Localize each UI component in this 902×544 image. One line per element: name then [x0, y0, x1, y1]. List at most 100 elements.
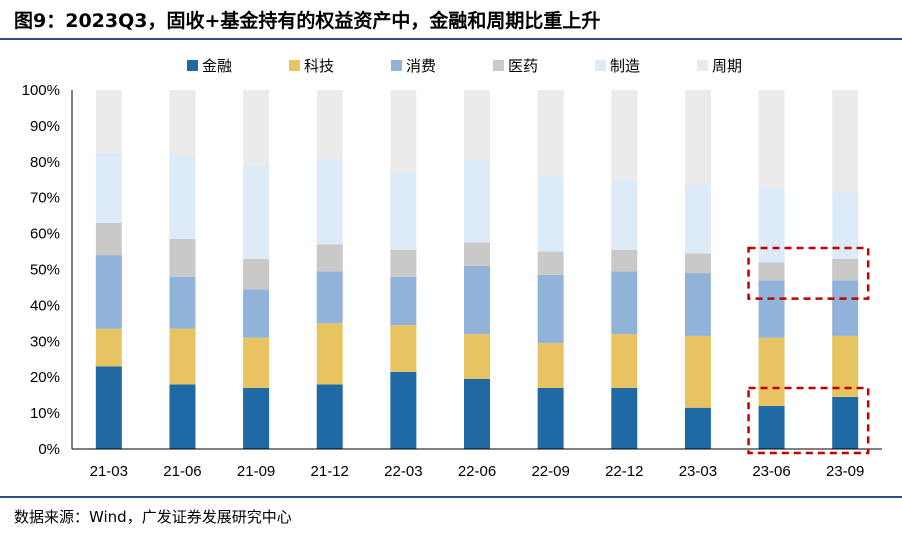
- x-tick-label-4: 22-03: [384, 463, 422, 480]
- legend-swatch-4: [595, 60, 606, 71]
- x-tick-label-5: 22-06: [458, 463, 496, 480]
- x-axis: 21-03 21-06 21-09 21-12 22-03 22-06 22-09 22-12…: [72, 448, 882, 480]
- bar-22-03-2: [390, 276, 417, 326]
- bar-22-06-1: [464, 334, 490, 379]
- bar-23-06-1: [758, 337, 785, 406]
- legend-label-1: 科技: [304, 57, 334, 75]
- y-tick-label-6: 60%: [30, 226, 60, 243]
- bar-22-09-0: [537, 387, 564, 449]
- bar-23-03-2: [684, 273, 711, 336]
- bar-22-03-1: [390, 325, 417, 372]
- bar-22-12-1: [611, 334, 638, 388]
- x-tick-label-9: 23-06: [752, 463, 790, 480]
- chart-title: 图9：2023Q3，固收+基金持有的权益资产中，金融和周期比重上升: [14, 10, 601, 32]
- y-tick-label-4: 40%: [30, 297, 60, 314]
- bar-22-03-3: [390, 249, 417, 277]
- x-tick-label-6: 22-09: [531, 463, 569, 480]
- x-tick-label-3: 21-12: [311, 463, 349, 480]
- bar-22-09-2: [537, 274, 564, 344]
- bar-21-12-0: [316, 384, 343, 449]
- x-tick-label-1: 21-06: [163, 463, 201, 480]
- y-tick-label-0: 0%: [38, 441, 60, 458]
- bar-21-03-1: [95, 328, 122, 367]
- bar-21-09-3: [243, 258, 270, 290]
- bar-23-06-5: [758, 90, 785, 187]
- bar-22-03-5: [390, 90, 417, 173]
- bar-21-12-2: [316, 271, 343, 324]
- y-tick-label-5: 50%: [30, 262, 60, 279]
- bar-23-09-2: [832, 280, 859, 336]
- source-note: 数据来源：Wind，广发证券发展研究中心: [14, 508, 292, 526]
- legend-swatch-5: [697, 60, 708, 71]
- x-tick-label-8: 23-03: [679, 463, 717, 480]
- bar-23-06-3: [758, 262, 785, 281]
- bar-22-12-2: [611, 271, 638, 335]
- y-tick-label-9: 90%: [30, 118, 60, 135]
- bar-21-03-2: [95, 255, 122, 329]
- y-tick-label-2: 20%: [30, 369, 60, 386]
- x-tick-label-7: 22-12: [605, 463, 643, 480]
- bar-22-12-5: [611, 90, 638, 180]
- bar-21-12-3: [316, 244, 343, 272]
- bar-21-06-3: [169, 238, 196, 277]
- bar-22-06-0: [464, 378, 490, 449]
- bar-21-09-2: [243, 289, 270, 338]
- bar-23-09-3: [832, 258, 859, 281]
- bar-23-03-5: [684, 90, 711, 186]
- bar-21-12-5: [316, 90, 343, 159]
- annotations: [747, 246, 870, 455]
- bar-22-09-5: [537, 90, 564, 177]
- highlight-box-1: [747, 246, 870, 300]
- bar-21-06-1: [169, 328, 196, 385]
- bar-23-06-0: [758, 405, 785, 449]
- x-tick-label-0: 21-03: [90, 463, 128, 480]
- y-tick-label-8: 80%: [30, 154, 60, 171]
- bar-21-12-4: [316, 158, 343, 245]
- bar-23-09-0: [832, 396, 859, 449]
- highlight-box-0: [747, 386, 870, 455]
- legend-swatch-3: [493, 60, 504, 71]
- bar-21-12-1: [316, 323, 343, 385]
- bar-21-03-3: [95, 222, 122, 256]
- bar-22-06-5: [464, 90, 490, 161]
- legend-swatch-2: [391, 60, 402, 71]
- title-divider: [0, 38, 902, 40]
- bar-21-09-0: [243, 387, 270, 449]
- bar-21-06-2: [169, 276, 196, 329]
- bar-22-09-1: [537, 343, 564, 388]
- bar-22-06-2: [464, 265, 490, 335]
- bar-23-03-1: [684, 335, 711, 408]
- bar-23-06-4: [758, 186, 785, 263]
- legend-swatch-0: [187, 60, 198, 71]
- x-tick-label-2: 21-09: [237, 463, 275, 480]
- y-tick-label-10: 100%: [22, 82, 60, 99]
- bar-22-12-4: [611, 179, 638, 250]
- bar-23-03-4: [684, 185, 711, 254]
- legend-label-5: 周期: [712, 57, 742, 75]
- bar-22-03-4: [390, 172, 417, 250]
- y-tick-label-1: 10%: [30, 405, 60, 422]
- bar-21-09-5: [243, 90, 270, 166]
- bar-21-06-4: [169, 154, 196, 239]
- legend: 金融 科技 消费 医药 制造 周期: [187, 57, 742, 75]
- bar-21-09-1: [243, 337, 270, 388]
- x-tick-label-10: 23-09: [826, 463, 864, 480]
- bar-22-06-3: [464, 242, 490, 266]
- bar-21-06-5: [169, 90, 196, 155]
- legend-label-0: 金融: [202, 57, 232, 75]
- legend-label-2: 消费: [406, 57, 436, 75]
- bar-23-09-5: [832, 90, 859, 193]
- legend-label-4: 制造: [610, 57, 640, 75]
- footer-divider: [0, 496, 902, 498]
- legend-label-3: 医药: [508, 57, 538, 75]
- bar-23-03-3: [684, 253, 711, 274]
- bar-22-09-3: [537, 251, 564, 275]
- bar-23-06-2: [758, 280, 785, 338]
- bar-22-12-0: [611, 387, 638, 449]
- bar-21-03-0: [95, 366, 122, 449]
- bar-21-03-4: [95, 152, 122, 223]
- y-tick-label-7: 70%: [30, 190, 60, 207]
- legend-swatch-1: [289, 60, 300, 71]
- stacked-bar-chart: 金融 科技 消费 医药 制造 周期 0% 10% 20% 30% 40% 50% 60% 70% 80% 9…: [22, 57, 882, 480]
- bar-23-03-0: [684, 407, 711, 449]
